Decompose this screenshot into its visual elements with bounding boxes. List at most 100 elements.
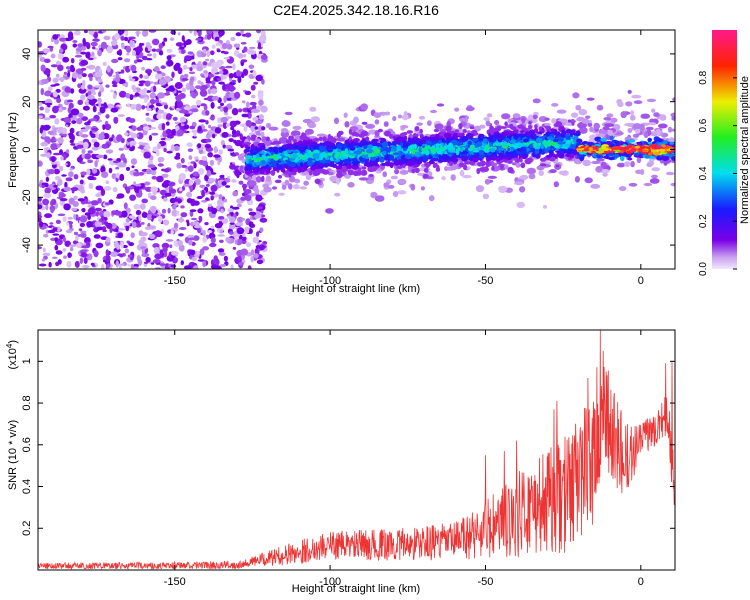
spectrogram-cell — [190, 64, 198, 69]
spectrogram-cell — [259, 227, 264, 233]
spectrogram-cell — [347, 182, 355, 188]
spectrogram-cell — [75, 51, 81, 55]
spectrogram-cell — [556, 131, 561, 137]
spectrogram-cell — [157, 163, 164, 167]
spectrogram-cell — [630, 160, 635, 168]
spectrogram-cell — [84, 153, 92, 160]
spectrogram-cell — [70, 117, 78, 121]
spectrogram-cell — [112, 84, 118, 88]
spectrogram-cell — [515, 162, 521, 168]
spectrogram-cell — [148, 30, 157, 33]
spectrogram-cell — [141, 249, 145, 255]
spectrogram-cell — [202, 246, 210, 251]
spectrogram-cell — [526, 157, 533, 162]
spectrogram-cell — [569, 132, 577, 136]
spectrogram-cell — [404, 135, 408, 141]
spectrogram-cell — [103, 259, 107, 263]
spectrogram-cell — [244, 142, 252, 145]
spectrogram-cell — [487, 175, 497, 179]
spectrogram-cell — [163, 168, 170, 173]
spectrogram-cell — [134, 59, 138, 64]
spectrogram-cell — [163, 219, 170, 226]
spectrogram-cell — [250, 249, 255, 256]
spectrogram-cell — [390, 175, 398, 180]
spectrogram-cell — [548, 150, 554, 154]
spectrogram-cell — [38, 41, 42, 48]
spectrogram-cell — [139, 89, 147, 96]
spectrogram-cell — [242, 68, 249, 76]
spectrogram-cell — [291, 154, 299, 159]
spectrogram-cell — [158, 50, 164, 56]
spectrogram-cell — [148, 225, 157, 230]
spectrogram-cell — [52, 233, 60, 236]
spectrogram-cell — [44, 187, 51, 194]
spectrogram-cell — [191, 177, 196, 181]
spectrogram-cell — [256, 130, 261, 136]
spectrogram-cell — [205, 138, 212, 143]
spectrogram-cell — [205, 120, 209, 125]
spectrogram-cell — [151, 215, 157, 219]
spectrogram-cell — [354, 151, 362, 155]
spectrogram-cell — [133, 181, 137, 186]
spectrogram-cell — [135, 222, 142, 228]
spectrogram-cell — [123, 222, 131, 226]
spectrogram-cell — [310, 165, 316, 171]
spectrogram-cell — [68, 171, 74, 178]
spectrogram-cell — [215, 178, 219, 184]
spectrogram-cell — [207, 152, 213, 158]
spectrogram-cell — [195, 178, 201, 185]
spectrogram-cell — [198, 119, 206, 123]
spectrogram-cell — [210, 50, 215, 56]
spectrogram-cell — [489, 147, 496, 153]
spectrogram-cell — [514, 181, 524, 186]
spectrogram-cell — [98, 101, 102, 109]
spectrogram-cell — [301, 154, 308, 158]
spectrogram-cell — [152, 243, 160, 249]
spectrogram-cell — [241, 218, 246, 221]
spectrogram-cell — [627, 128, 633, 133]
spectrogram-cell — [238, 108, 243, 113]
spectrogram-cell — [72, 201, 79, 207]
spectrogram-cell — [61, 127, 67, 135]
spectrogram-cell — [260, 131, 265, 138]
spectrogram-cell — [178, 227, 187, 230]
spectrogram-cell — [520, 133, 526, 138]
spectrogram-cell — [430, 109, 437, 114]
spectrogram-cell — [108, 167, 113, 174]
spectrogram-cell — [644, 131, 649, 138]
spectrogram-cell — [130, 263, 134, 269]
spectrogram-cell — [54, 237, 59, 242]
spectrogram-cell — [177, 218, 185, 223]
spectrogram-cell — [571, 122, 575, 126]
spectrogram-cell — [258, 146, 262, 151]
spectrogram-cell — [336, 132, 342, 138]
spectrogram-cell — [117, 228, 126, 231]
spectrogram-cell — [486, 113, 493, 118]
spectrogram-cell — [83, 141, 89, 149]
spectrogram-cell — [126, 52, 130, 56]
spectrogram-cell — [396, 145, 402, 152]
spectrogram-cell — [260, 150, 265, 154]
spectrogram-cell — [143, 97, 148, 104]
spectrogram-cell — [104, 123, 112, 131]
spectrogram-cell — [218, 216, 225, 220]
spectrogram-cell — [498, 153, 505, 158]
spectrogram-cell — [245, 120, 252, 127]
spectrogram-cell — [124, 132, 129, 136]
spectrogram-cell — [210, 237, 216, 244]
spectrogram-cell — [482, 144, 486, 148]
spectrogram-cell — [181, 35, 185, 42]
spectrogram-cell — [211, 95, 219, 101]
spectrogram-cell — [397, 114, 402, 119]
spectrogram-cell — [87, 150, 93, 154]
spectrogram-cell — [43, 193, 52, 199]
spectrogram-cell — [252, 236, 260, 244]
spectrogram-cell — [94, 160, 98, 168]
spectrogram-cell — [157, 109, 165, 114]
spectrogram-cell — [59, 199, 65, 206]
spectrogram-cell — [167, 181, 176, 187]
spectrogram-cell — [38, 214, 43, 219]
spectrogram-cell — [640, 113, 651, 119]
spectrogram-cell — [528, 124, 533, 130]
spectrogram-cell — [163, 147, 167, 153]
